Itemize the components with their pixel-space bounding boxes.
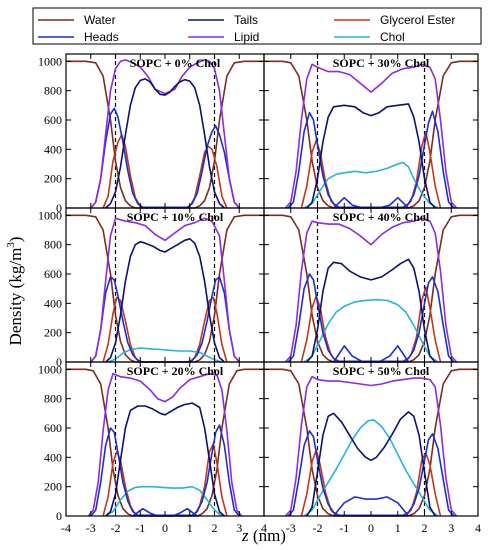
y-tick-label: 200 — [44, 172, 62, 186]
legend-label-water: Water — [84, 13, 116, 27]
x-tick-label: -1 — [135, 521, 145, 535]
legend-label-tails: Tails — [234, 13, 258, 27]
y-tick-label: 0 — [56, 201, 62, 215]
series-line-tails — [306, 103, 436, 209]
x-tick-label: 0 — [368, 521, 374, 535]
y-tick-label: 0 — [56, 509, 62, 523]
series-line-chol — [107, 347, 223, 363]
x-tick-label: -1 — [339, 521, 349, 535]
y-tick-label: 1000 — [38, 362, 62, 376]
panel-6: -3 -2 -1 0 1 2 3 4 SOPC + 50% Chol — [263, 361, 481, 535]
panel-title: SOPC + 10% Chol — [127, 210, 224, 224]
y-axis-label: Density (kg/m3) — [5, 237, 25, 346]
x-tick-label: 3 — [448, 521, 454, 535]
y-tick-label: 0 — [56, 355, 62, 369]
y-tick-label: 800 — [44, 238, 62, 252]
legend-label-lipid: Lipid — [234, 30, 259, 44]
y-tick-label: 200 — [44, 480, 62, 494]
y-tick-label: 200 — [44, 326, 62, 340]
panel-frame — [65, 207, 265, 363]
panel-title: SOPC + 20% Chol — [127, 364, 224, 378]
series-line-tails — [105, 78, 225, 209]
y-tick-label: 600 — [44, 267, 62, 281]
series-line-water — [66, 60, 264, 209]
x-tick-label: -3 — [286, 521, 296, 535]
panel-title: SOPC + 0% Chol — [130, 56, 221, 70]
x-tick-label: -2 — [313, 521, 323, 535]
y-tick-label: 800 — [44, 84, 62, 98]
series-line-tails — [105, 238, 225, 363]
series-line-tails — [306, 258, 436, 363]
y-tick-label: 800 — [44, 392, 62, 406]
x-axis-label: z (nm) — [241, 526, 286, 545]
y-tick-label: 400 — [44, 296, 62, 310]
series-line-chol — [303, 298, 439, 363]
x-tick-label: 4 — [475, 521, 481, 535]
x-tick-label: 0 — [162, 521, 168, 535]
series-line-heads-low — [332, 496, 410, 517]
x-tick-label: -3 — [86, 521, 96, 535]
series-line-chol — [303, 419, 439, 517]
x-tick-label: 3 — [236, 521, 242, 535]
x-tick-label: 1 — [187, 521, 193, 535]
y-tick-label: 600 — [44, 113, 62, 127]
panel-4: SOPC + 40% Chol — [263, 207, 479, 363]
series-line-glycerol-ester — [102, 133, 228, 209]
legend-label-heads: Heads — [84, 30, 119, 44]
series-line-water — [66, 214, 264, 363]
panel-title: SOPC + 50% Chol — [333, 364, 430, 378]
y-tick-label: 400 — [44, 142, 62, 156]
series-line-lipid — [284, 375, 458, 517]
series-line-tails — [105, 402, 225, 517]
y-tick-label: 600 — [44, 421, 62, 435]
x-tick-label: 4 — [261, 521, 267, 535]
legend-label-glycerol-ester: Glycerol Ester — [380, 13, 455, 27]
panel-2: SOPC + 30% Chol — [263, 53, 479, 209]
series-line-lipid — [284, 217, 458, 363]
series-line-tails — [306, 411, 436, 517]
y-tick-label: 1000 — [38, 208, 62, 222]
panel-1: 0 200 400 600 800 1000 SOPC + 0% Chol — [38, 53, 265, 215]
series-line-lipid — [284, 63, 458, 209]
y-tick-label: 400 — [44, 450, 62, 464]
series-line-lipid — [90, 217, 240, 363]
panel-5: 0 200 400 600 800 1000 -4 -3 -2 -1 0 1 2 3 4 SOPC + 20%… — [38, 361, 267, 535]
series-line-lipid — [90, 59, 240, 209]
x-tick-label: -2 — [111, 521, 121, 535]
legend: Water Heads Tails Lipid Glycerol Ester Chol — [32, 7, 482, 45]
panel-title: SOPC + 30% Chol — [333, 56, 430, 70]
x-tick-label: 2 — [422, 521, 428, 535]
series-line-lipid — [87, 372, 243, 517]
panel-title: SOPC + 40% Chol — [333, 210, 430, 224]
y-tick-label: 1000 — [38, 54, 62, 68]
series-line-chol — [105, 485, 223, 517]
series-line-heads — [287, 110, 455, 209]
x-tick-label: 1 — [395, 521, 401, 535]
panel-frame — [65, 53, 265, 209]
legend-frame — [32, 7, 482, 45]
panel-3: 0 200 400 600 800 1000 SOPC + 10% Chol — [38, 207, 265, 369]
x-tick-label: -4 — [61, 521, 71, 535]
x-tick-label: 2 — [212, 521, 218, 535]
legend-label-chol: Chol — [380, 30, 405, 44]
